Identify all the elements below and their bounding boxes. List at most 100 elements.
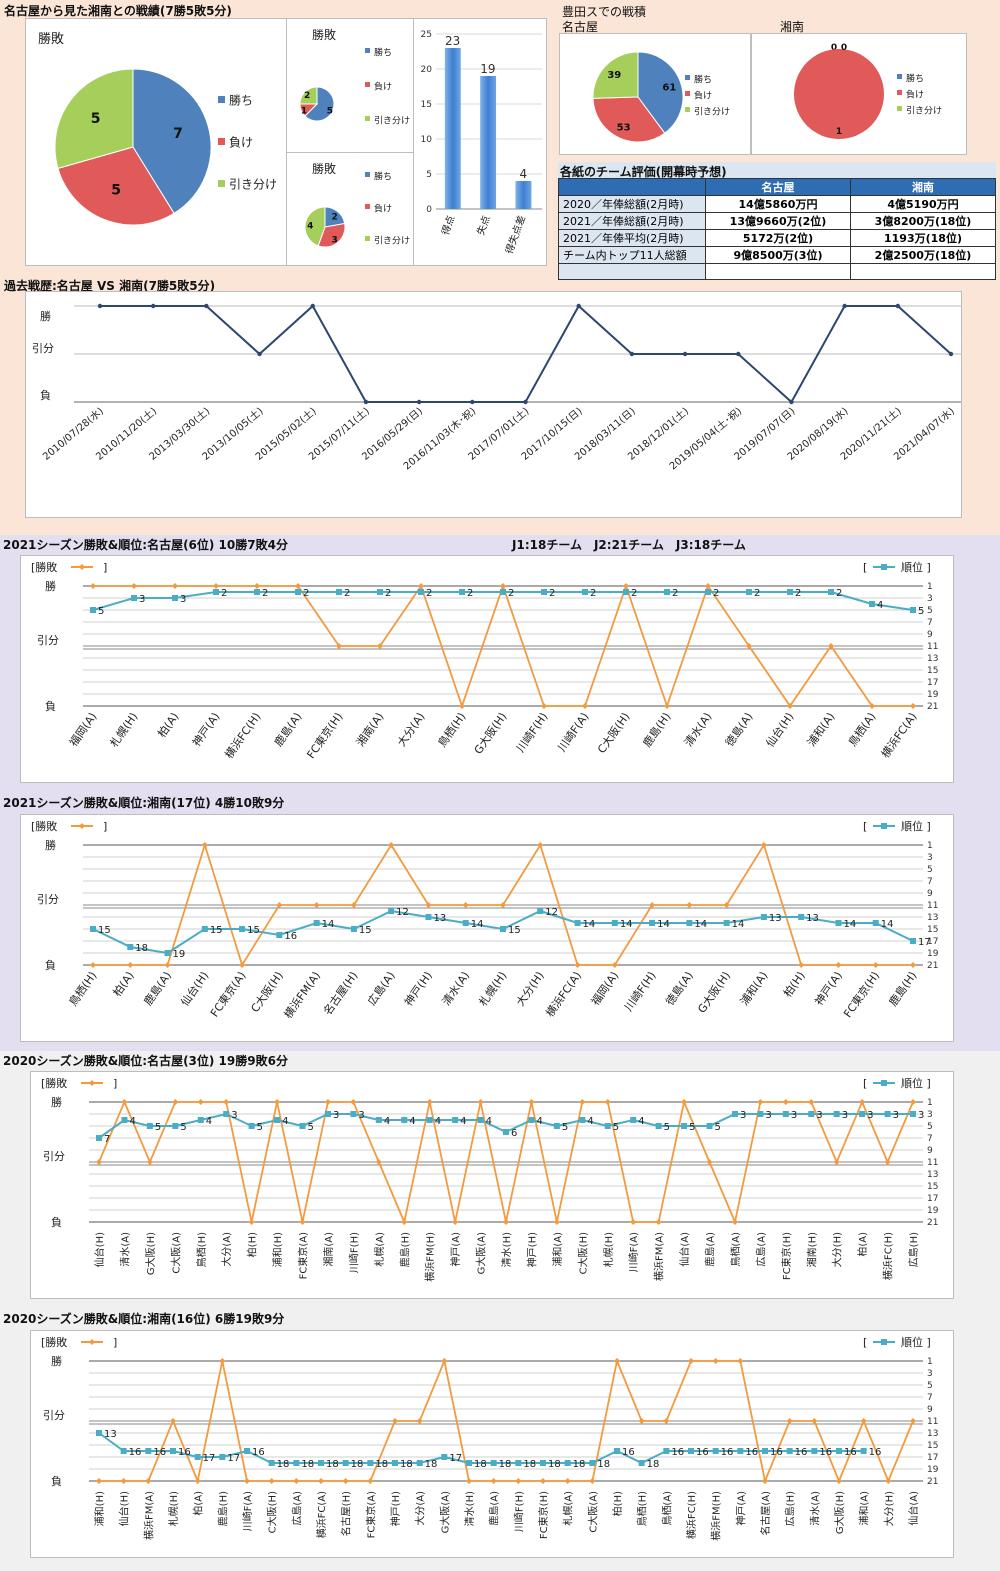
rank-data-label: 18 <box>277 1459 290 1470</box>
rank-data-label: 2 <box>508 588 514 599</box>
x-category-label: FC東京(A) <box>207 969 248 1020</box>
rank-point <box>201 926 208 932</box>
result-point <box>96 1159 102 1165</box>
rank-data-label: 16 <box>770 1447 783 1458</box>
rank-data-label: 18 <box>425 1459 438 1470</box>
eval-row: 2020／年俸総額(2月時) 14億5860万円 4億5190万円 <box>558 195 996 213</box>
rank-data-label: 14 <box>732 919 745 930</box>
result-point <box>377 643 383 649</box>
rank-data-label: 16 <box>795 1447 808 1458</box>
x-category-label: 川崎F(H) <box>621 969 658 1014</box>
rank-point <box>324 1111 331 1117</box>
rank-point <box>388 908 395 914</box>
eval-header-cell <box>558 178 706 196</box>
history-point <box>948 351 954 357</box>
rank-data-label: 2 <box>836 588 842 599</box>
rank-point <box>655 1123 662 1129</box>
rank-legend-open: [ <box>863 1077 867 1090</box>
rank-tick-label: 13 <box>927 654 938 664</box>
rank-tick-label: 21 <box>927 1477 938 1487</box>
rank-point <box>737 1448 744 1454</box>
rank-point <box>786 1448 793 1454</box>
rank-point <box>705 589 711 595</box>
s2021-nagoya-panel: 1 3 5 7 9 11 13 15 17 19 21 勝引分負 [勝敗][順位 ] 5 3 3 2 2 2 2 2 2 2… <box>20 555 954 783</box>
rank-point <box>295 589 301 595</box>
axis-win: 勝 <box>45 838 56 852</box>
rank-data-label: 18 <box>548 1459 561 1470</box>
rank-data-label: 18 <box>647 1459 660 1470</box>
x-category-label: 川崎F(H) <box>512 1491 525 1532</box>
rank-tick-label: 21 <box>927 702 938 712</box>
result-point <box>441 1358 448 1364</box>
x-category-label: 広島(A) <box>364 969 397 1008</box>
x-category-label: 神戸(H) <box>525 1232 538 1267</box>
x-category-label: FC東京(A) <box>364 1491 377 1538</box>
rank-point <box>746 589 752 595</box>
rank-data-label: 13 <box>806 913 819 924</box>
bar-data-label: 4 <box>519 167 527 181</box>
rank-tick-label: 11 <box>927 1158 938 1168</box>
result-point <box>425 902 432 908</box>
result-point <box>723 902 730 908</box>
result-point <box>254 583 260 589</box>
rank-data-label: 14 <box>620 919 633 930</box>
rank-point <box>375 1117 382 1123</box>
rank-point <box>835 920 842 926</box>
x-category-label: 仙台(H) <box>93 1232 106 1267</box>
axis-draw: 引分 <box>43 1149 65 1163</box>
result-point <box>500 902 506 908</box>
x-category-label: 大分(H) <box>513 969 547 1009</box>
rank-point <box>798 914 805 920</box>
result-point <box>757 1099 764 1105</box>
legend-swatch <box>685 75 690 80</box>
rank-data-label: 18 <box>135 943 148 954</box>
result-point <box>910 1099 916 1105</box>
rank-data-label: 18 <box>499 1459 512 1470</box>
rank-point <box>239 926 246 932</box>
rank-data-label: 15 <box>247 925 260 936</box>
rank-point <box>392 1460 398 1466</box>
rank-point <box>426 1117 433 1123</box>
rank-point <box>500 589 506 595</box>
rank-data-label: 16 <box>844 1447 857 1458</box>
result-point <box>786 1418 793 1424</box>
legend-label: 負け <box>374 203 392 215</box>
rank-tick-label: 15 <box>927 666 938 676</box>
result-point <box>90 583 96 589</box>
result-point <box>375 1159 382 1165</box>
rank-data-label: 5 <box>918 606 924 617</box>
result-point <box>540 1478 546 1484</box>
rank-tick-label: 5 <box>927 1381 933 1391</box>
x-category-label: 浦和(A) <box>805 710 838 749</box>
rank-point <box>582 589 588 595</box>
rank-tick-label: 15 <box>927 1182 938 1192</box>
rank-point <box>663 1448 670 1454</box>
rank-point <box>377 589 383 595</box>
result-legend-marker <box>79 823 85 829</box>
x-category-label: 横浜FC(H) <box>685 1491 698 1539</box>
result-point <box>96 1478 102 1484</box>
rank-point <box>540 1460 546 1466</box>
bar-tick-label: 25 <box>421 30 432 40</box>
result-point <box>564 1478 571 1484</box>
result-point <box>146 1159 153 1165</box>
eval-row-label: 2021／年俸総額(2月時) <box>558 212 706 230</box>
rank-point <box>528 1117 535 1123</box>
eval-row-label: チーム内トップ11人総額 <box>558 246 706 264</box>
x-category-label: 清水(H) <box>500 1232 513 1267</box>
history-point <box>895 303 901 309</box>
toyota-shonan-panel: 0 1 0 勝ち 負け 引き分け <box>751 33 967 155</box>
legend-label: 引き分け <box>374 236 410 247</box>
rank-data-label: 2 <box>303 588 309 599</box>
x-category-label: 浦和(A) <box>858 1491 871 1526</box>
rank-point <box>477 1117 484 1123</box>
result-point <box>219 1358 226 1364</box>
rank-legend-open: [ <box>863 561 867 574</box>
x-category-label: 横浜FM(H) <box>710 1491 723 1541</box>
rank-data-label: 18 <box>326 1459 339 1470</box>
rank-data-label: 18 <box>351 1459 364 1470</box>
rank-point <box>194 1454 201 1460</box>
x-category-label: 大分(A) <box>414 1491 427 1526</box>
rank-point <box>833 1111 840 1117</box>
